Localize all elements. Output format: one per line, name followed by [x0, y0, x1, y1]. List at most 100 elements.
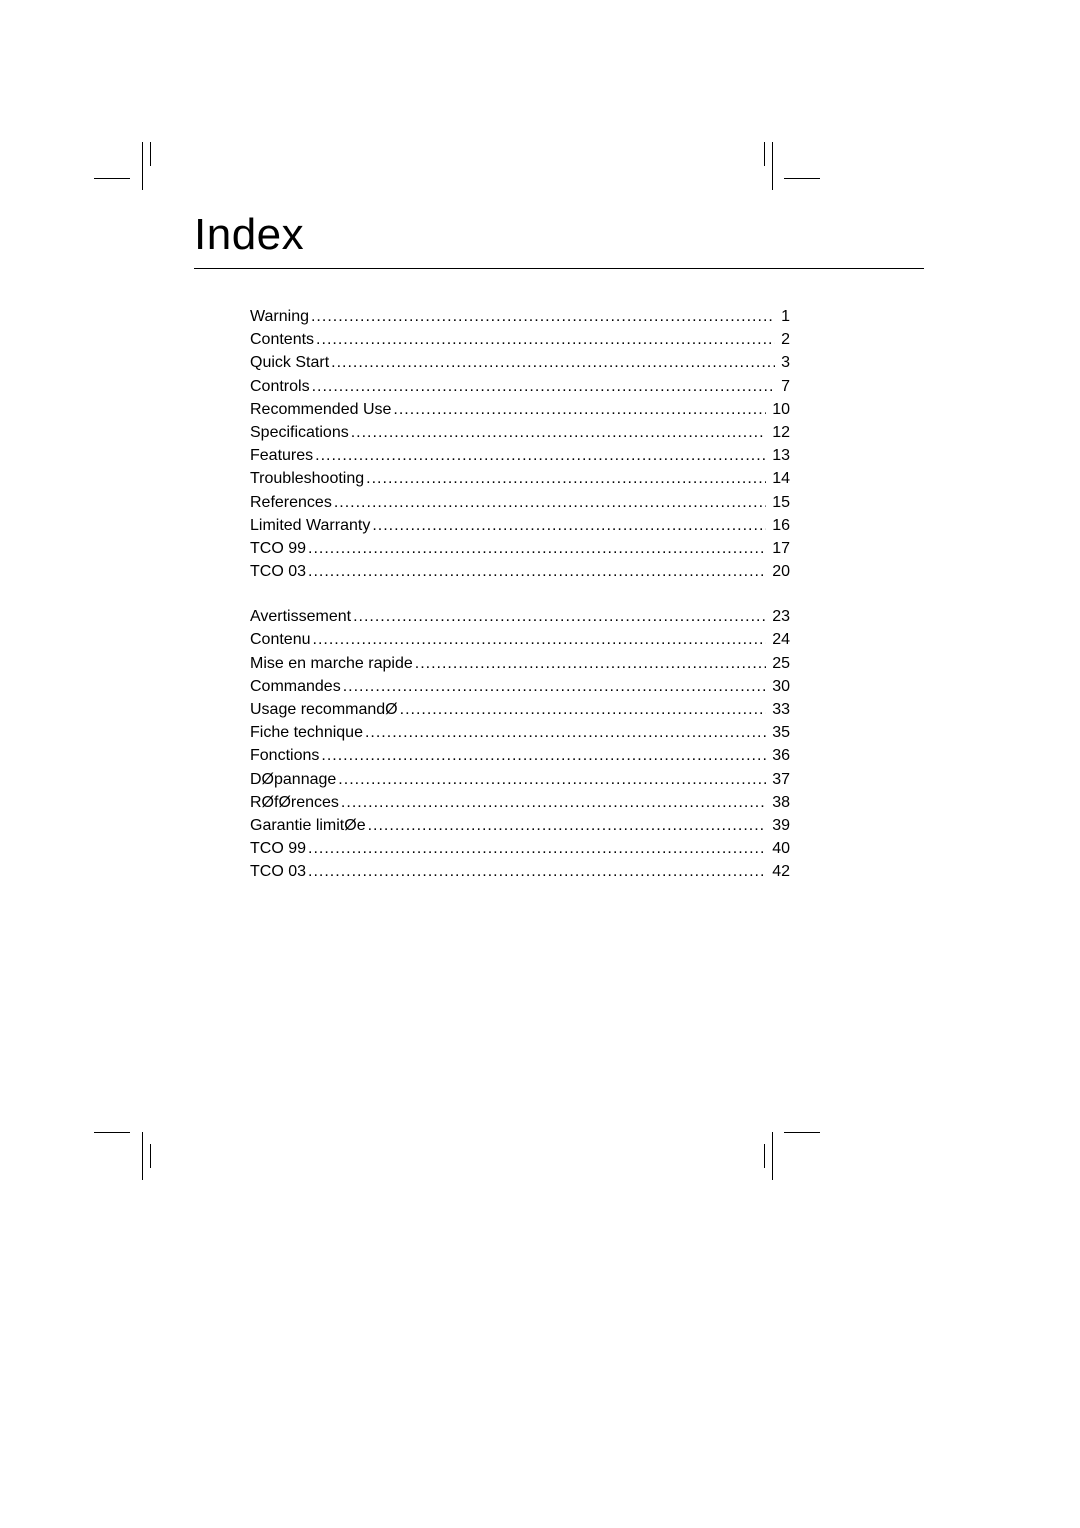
toc-leader-dots	[415, 652, 766, 675]
toc-label: Mise en marche rapide	[250, 652, 413, 675]
toc-leader-dots	[343, 675, 767, 698]
toc-label: TCO 03	[250, 860, 306, 883]
toc-page-number: 25	[768, 652, 790, 675]
toc-row: Commandes30	[250, 675, 790, 698]
toc-row: Specifications 12	[250, 421, 790, 444]
toc-label: Specifications	[250, 421, 349, 444]
toc-leader-dots	[316, 328, 775, 351]
toc-row: DØpannage 37	[250, 768, 790, 791]
toc-leader-dots	[331, 351, 775, 374]
toc-label: DØpannage	[250, 768, 336, 791]
toc-label: Fonctions	[250, 744, 319, 767]
toc-row: Troubleshooting 14	[250, 467, 790, 490]
toc-row: Usage recommandØ 33	[250, 698, 790, 721]
toc-page-number: 24	[768, 628, 790, 651]
toc-section: Avertissement23Contenu24Mise en marche r…	[250, 605, 790, 883]
toc-leader-dots	[308, 537, 766, 560]
toc-section: Warning1Contents2Quick Start3Controls7Re…	[250, 305, 790, 583]
toc-page-number: 15	[768, 491, 790, 514]
toc-row: Avertissement 23	[250, 605, 790, 628]
toc-row: Mise en marche rapide 25	[250, 652, 790, 675]
toc: Warning1Contents2Quick Start3Controls7Re…	[250, 305, 790, 884]
toc-page-number: 13	[768, 444, 790, 467]
toc-page-number: 39	[768, 814, 790, 837]
toc-leader-dots	[312, 375, 776, 398]
toc-page-number: 38	[768, 791, 790, 814]
toc-page-number: 30	[768, 675, 790, 698]
toc-row: Fiche technique 35	[250, 721, 790, 744]
toc-page-number: 35	[768, 721, 790, 744]
toc-leader-dots	[334, 491, 766, 514]
toc-leader-dots	[311, 305, 775, 328]
toc-leader-dots	[308, 860, 766, 883]
toc-row: TCO 99 40	[250, 837, 790, 860]
toc-page-number: 23	[768, 605, 790, 628]
toc-row: Contents2	[250, 328, 790, 351]
toc-row: RØfØrences 38	[250, 791, 790, 814]
toc-row: Controls 7	[250, 375, 790, 398]
toc-row: Features 13	[250, 444, 790, 467]
toc-label: Features	[250, 444, 313, 467]
toc-page-number: 20	[768, 560, 790, 583]
toc-label: Fiche technique	[250, 721, 363, 744]
toc-leader-dots	[393, 398, 766, 421]
toc-leader-dots	[353, 605, 766, 628]
page-title: Index	[194, 210, 924, 260]
toc-page-number: 37	[768, 768, 790, 791]
toc-label: Usage recommandØ	[250, 698, 398, 721]
toc-page-number: 2	[777, 328, 790, 351]
toc-leader-dots	[400, 698, 767, 721]
toc-leader-dots	[338, 768, 766, 791]
toc-leader-dots	[321, 744, 766, 767]
toc-leader-dots	[372, 514, 766, 537]
toc-page-number: 7	[777, 375, 790, 398]
toc-row: References 15	[250, 491, 790, 514]
toc-row: TCO 03 42	[250, 860, 790, 883]
toc-leader-dots	[308, 837, 766, 860]
toc-leader-dots	[315, 444, 766, 467]
toc-page-number: 33	[768, 698, 790, 721]
toc-page-number: 3	[777, 351, 790, 374]
toc-page-number: 12	[768, 421, 790, 444]
toc-row: Limited Warranty 16	[250, 514, 790, 537]
toc-leader-dots	[368, 814, 767, 837]
toc-page-number: 36	[768, 744, 790, 767]
title-block: Index	[194, 210, 924, 269]
toc-page-number: 1	[777, 305, 790, 328]
toc-label: Recommended Use	[250, 398, 391, 421]
toc-label: Quick Start	[250, 351, 329, 374]
toc-label: Controls	[250, 375, 310, 398]
toc-label: Avertissement	[250, 605, 351, 628]
toc-leader-dots	[366, 467, 766, 490]
toc-row: Quick Start 3	[250, 351, 790, 374]
toc-row: Recommended Use 10	[250, 398, 790, 421]
toc-label: Troubleshooting	[250, 467, 364, 490]
toc-label: References	[250, 491, 332, 514]
toc-leader-dots	[365, 721, 766, 744]
toc-leader-dots	[313, 628, 767, 651]
toc-row: TCO 99 17	[250, 537, 790, 560]
toc-label: Limited Warranty	[250, 514, 370, 537]
page-content: Index Warning1Contents2Quick Start3Contr…	[194, 210, 924, 906]
toc-leader-dots	[308, 560, 766, 583]
toc-page-number: 40	[768, 837, 790, 860]
toc-page-number: 16	[768, 514, 790, 537]
toc-label: TCO 99	[250, 537, 306, 560]
toc-row: Contenu 24	[250, 628, 790, 651]
toc-page-number: 17	[768, 537, 790, 560]
toc-label: RØfØrences	[250, 791, 339, 814]
toc-label: Warning	[250, 305, 309, 328]
toc-label: Contenu	[250, 628, 311, 651]
toc-label: TCO 03	[250, 560, 306, 583]
toc-label: TCO 99	[250, 837, 306, 860]
toc-row: Garantie limitØe 39	[250, 814, 790, 837]
toc-label: Garantie limitØe	[250, 814, 366, 837]
toc-row: TCO 03 20	[250, 560, 790, 583]
toc-leader-dots	[351, 421, 766, 444]
toc-row: Fonctions 36	[250, 744, 790, 767]
toc-page-number: 42	[768, 860, 790, 883]
toc-page-number: 10	[768, 398, 790, 421]
toc-page-number: 14	[768, 467, 790, 490]
toc-row: Warning 1	[250, 305, 790, 328]
toc-leader-dots	[341, 791, 766, 814]
